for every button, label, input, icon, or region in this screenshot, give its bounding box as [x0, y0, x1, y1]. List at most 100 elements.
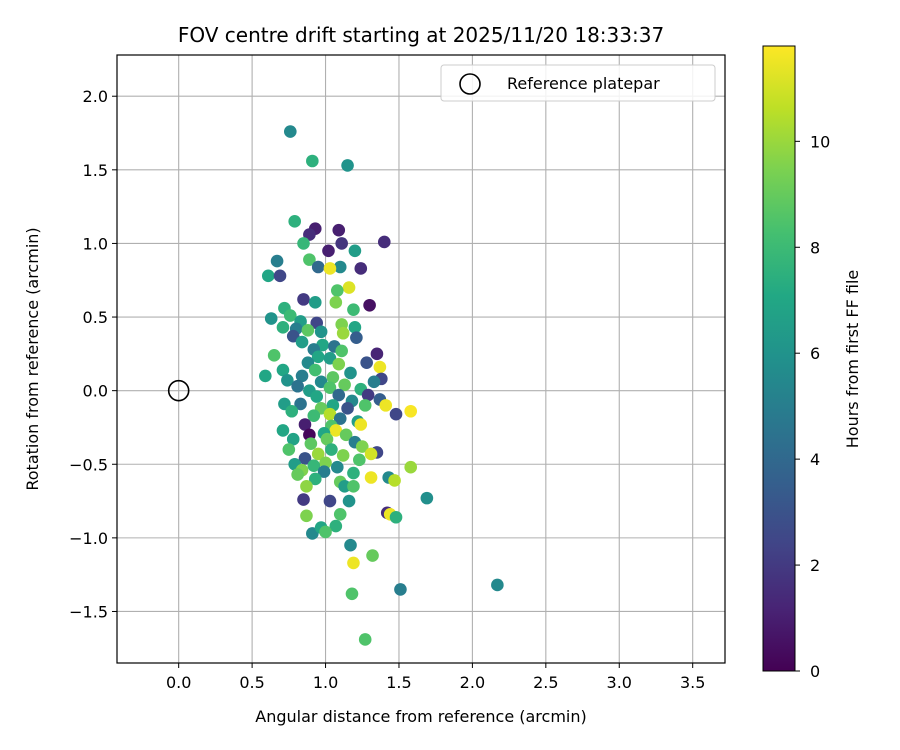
chart-title: FOV centre drift starting at 2025/11/20 … — [178, 23, 664, 47]
scatter-point — [323, 407, 337, 421]
scatter-point — [377, 235, 391, 249]
scatter-point — [323, 381, 337, 395]
colorbar-tick-label: 4 — [810, 450, 820, 469]
grid — [117, 55, 725, 663]
scatter-point — [294, 397, 307, 411]
x-axis-ticks: 0.0 0.5 1.0 1.5 2.0 2.5 3.0 3.5 — [166, 663, 705, 692]
scatter-point — [333, 508, 347, 521]
scatter-point — [344, 538, 357, 552]
scatter-point — [276, 363, 290, 377]
y-tick-label: 0.0 — [83, 382, 108, 401]
scatter-point — [336, 326, 350, 340]
scatter-point — [297, 493, 310, 506]
scatter-point — [360, 356, 373, 369]
scatter-point — [267, 349, 281, 362]
colorbar-ticks: 0 2 4 6 8 10 — [795, 132, 830, 681]
scatter-point — [388, 474, 401, 487]
scatter-point — [491, 578, 504, 592]
scatter-point — [347, 480, 360, 493]
x-tick-label: 2.5 — [533, 673, 558, 692]
scatter-point — [339, 428, 353, 442]
scatter-point — [323, 262, 337, 275]
scatter-point — [310, 390, 324, 403]
scatter-point — [308, 472, 322, 486]
scatter-point — [322, 244, 335, 258]
x-tick-label: 3.5 — [680, 673, 705, 692]
scatter-point — [283, 125, 297, 138]
scatter-point — [348, 321, 362, 334]
scatter-point — [335, 237, 348, 250]
colorbar-tick-label: 0 — [810, 662, 820, 681]
plot-area — [116, 54, 726, 664]
scatter-point — [259, 369, 272, 383]
scatter-point — [308, 296, 322, 309]
scatter-point — [341, 159, 354, 172]
scatter-point — [298, 452, 312, 465]
plot-background — [117, 55, 725, 663]
scatter-point — [308, 363, 322, 377]
scatter-point — [306, 154, 319, 168]
y-tick-label: 1.0 — [83, 234, 108, 253]
scatter-point — [341, 402, 354, 415]
scatter-point — [367, 375, 381, 389]
scatter-point — [404, 460, 418, 474]
scatter-point — [344, 366, 357, 380]
scatter-point — [307, 409, 321, 422]
y-tick-label: 0.5 — [83, 308, 108, 327]
scatter-point — [332, 223, 346, 237]
scatter-point — [373, 360, 387, 374]
colorbar-tick-label: 10 — [810, 132, 830, 151]
scatter-point — [286, 432, 300, 446]
scatter-point — [354, 262, 368, 275]
colorbar: 0 2 4 6 8 10 Hours from first FF file — [762, 45, 862, 681]
scatter-point — [323, 494, 337, 508]
legend-label: Reference platepar — [507, 74, 660, 93]
scatter-point — [338, 378, 351, 392]
plot-frame — [116, 54, 726, 664]
scatter-point — [264, 312, 278, 325]
scatter-point — [350, 331, 363, 344]
scatter-point — [347, 303, 360, 316]
scatter-point — [336, 449, 350, 462]
scatter-point — [273, 269, 287, 283]
scatter-point — [307, 459, 321, 473]
scatter-point — [389, 510, 403, 524]
scatter-point — [311, 260, 325, 274]
scatter-point — [330, 284, 344, 297]
colorbar-label: Hours from first FF file — [843, 270, 862, 449]
scatter-point — [332, 357, 346, 371]
scatter-point — [364, 471, 378, 484]
scatter-point — [366, 549, 379, 562]
colorbar-gradient — [762, 45, 796, 672]
scatter-point — [276, 321, 290, 334]
x-tick-label: 1.5 — [386, 673, 411, 692]
x-tick-label: 3.0 — [607, 673, 632, 692]
scatter-point — [420, 491, 434, 505]
scatter-point — [270, 254, 284, 268]
colorbar-tick-label: 2 — [810, 556, 820, 575]
x-tick-label: 0.5 — [239, 673, 264, 692]
scatter-point — [297, 237, 310, 250]
scatter-point — [348, 244, 362, 258]
scatter-point — [330, 460, 344, 474]
scatter-point — [329, 519, 343, 533]
scatter-point — [317, 465, 331, 478]
scatter-point — [342, 494, 356, 508]
scatter-points — [259, 125, 504, 646]
scatter-point — [311, 447, 325, 461]
scatter-point — [394, 583, 407, 596]
scatter-point — [261, 269, 275, 283]
y-tick-label: −1.5 — [69, 602, 108, 621]
x-axis-label: Angular distance from reference (arcmin) — [255, 707, 586, 726]
legend-marker — [459, 73, 481, 95]
scatter-point — [333, 412, 347, 425]
scatter-point — [370, 347, 384, 361]
x-tick-label: 1.0 — [313, 673, 338, 692]
scatter-point — [282, 443, 296, 456]
y-tick-label: −1.0 — [69, 529, 108, 548]
y-tick-label: −0.5 — [69, 455, 108, 474]
scatter-point — [364, 447, 378, 461]
scatter-point — [298, 418, 312, 431]
scatter-point — [353, 453, 366, 467]
colorbar-tick-label: 6 — [810, 344, 820, 363]
